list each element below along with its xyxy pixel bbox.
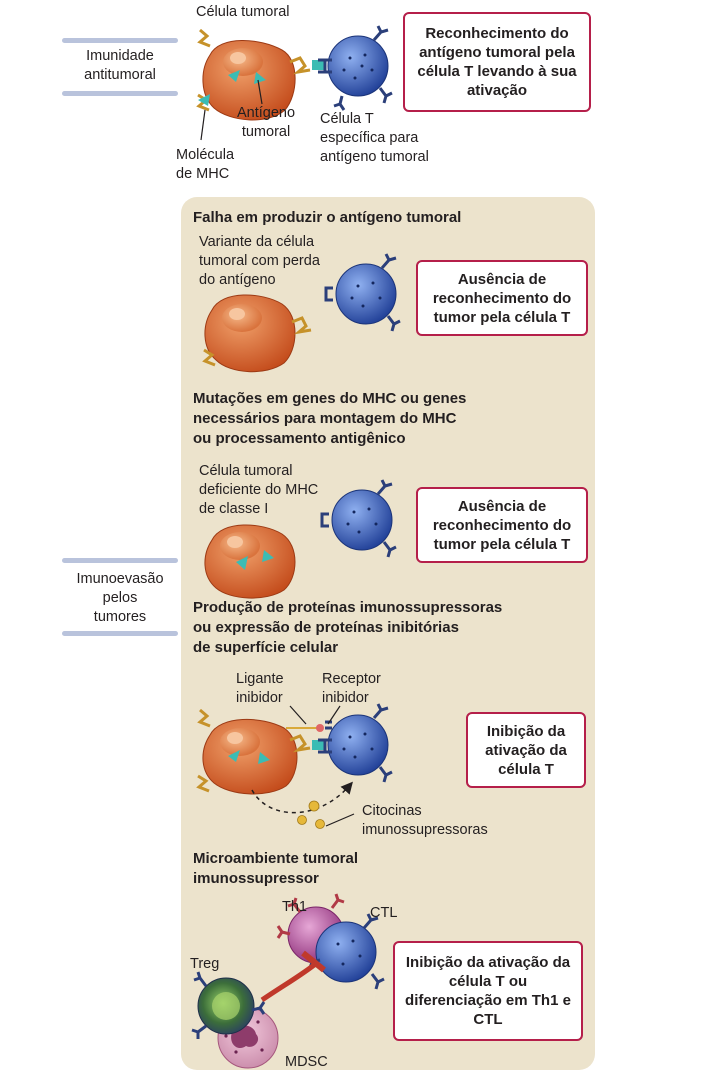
- heading-tumor-microenvironment: Microambiente tumoral imunossupressor: [193, 850, 359, 887]
- t-cell-receptors-s1: [324, 253, 401, 332]
- cytokine-arrow: [251, 781, 353, 814]
- cytokine-pointer: [325, 813, 355, 827]
- label-inhibitory-receptor: Receptor inibidor: [322, 671, 381, 706]
- tab-evasion-label: Imunoevasão pelos tumores: [76, 571, 164, 625]
- tab-tumor-evasion: Imunoevasão pelos tumores: [62, 558, 178, 636]
- heading-mhc-mutations: Mutações em genes do MHC ou genes necess…: [193, 390, 467, 447]
- label-tumor-antigen: Antígeno tumoral: [237, 105, 296, 140]
- mhc-pointer: [200, 109, 206, 141]
- antigen-presented-s3: [312, 740, 324, 750]
- t-cell-top: [327, 35, 389, 97]
- t-cell-s1: [335, 263, 397, 325]
- ligand-pointer: [289, 705, 307, 725]
- outcome-no-recognition-2: Ausência de reconhecimento do tumor pela…: [416, 487, 588, 563]
- mhc-molecules-top: [196, 28, 311, 112]
- tumor-cell-s3: [202, 719, 298, 795]
- treg-receptors: [191, 971, 266, 1039]
- label-inhibitory-ligand: Ligante inibidor: [236, 671, 284, 706]
- t-cell-receptors-s2: [320, 479, 397, 558]
- tab-antitumor-label: Imunidade antitumoral: [84, 48, 156, 83]
- label-mhc-deficient-cell: Célula tumoral deficiente do MHC de clas…: [199, 463, 319, 517]
- antigen-presented: [312, 60, 324, 70]
- mhc-molecules-s1: [202, 316, 312, 367]
- tumor-cell-variant: [204, 294, 296, 373]
- label-mdsc: MDSC: [285, 1054, 328, 1070]
- tumor-cell-mhc-deficient: [204, 524, 296, 599]
- label-tumor-cell: Célula tumoral: [196, 4, 290, 20]
- outcome-no-recognition-1: Ausência de reconhecimento do tumor pela…: [416, 260, 588, 336]
- treg-cell: [197, 977, 255, 1035]
- label-immunosuppressive-cytokines: Citocinas imunossupressoras: [362, 803, 488, 838]
- mhc-molecules-s3: [196, 708, 311, 793]
- tab-antitumor-immunity: Imunidade antitumoral: [62, 38, 178, 96]
- label-specific-t-cell: Célula T específica para antígeno tumora…: [320, 111, 429, 165]
- tumor-cell-top: [202, 40, 296, 121]
- t-cell-receptors-top: [318, 25, 393, 111]
- inhibition-bar: [301, 950, 326, 973]
- label-antigen-loss-variant: Variante da célula tumoral com perda do …: [199, 234, 320, 288]
- antigen-pointer: [257, 79, 263, 105]
- t-cell-receptors-s3: [318, 703, 393, 783]
- outcome-t-cell-inhibition: Inibição da ativação da célula T: [466, 712, 586, 788]
- t-cell-s2: [331, 489, 393, 551]
- heading-antigen-loss: Falha em produzir o antígeno tumoral: [193, 209, 462, 226]
- inhibition-line: [260, 960, 320, 1003]
- heading-immunosuppressive-proteins: Produção de proteínas imunossupressoras …: [193, 599, 503, 656]
- outcome-recognition-activation: Reconhecimento do antígeno tumoral pela …: [403, 12, 591, 112]
- ctl-cell: [315, 921, 377, 983]
- outcome-inhibition-differentiation: Inibição da ativação da célula T ou dife…: [393, 941, 583, 1041]
- label-th1: Th1: [282, 899, 307, 915]
- receptor-pointer: [327, 705, 341, 725]
- label-ctl: CTL: [370, 905, 398, 921]
- t-cell-s3: [327, 714, 389, 776]
- label-mhc-molecule: Molécula de MHC: [176, 147, 235, 182]
- cytokines: [297, 800, 325, 829]
- antigen-on-mhc: [198, 94, 210, 106]
- label-treg: Treg: [190, 956, 220, 972]
- th1-receptors: [276, 893, 345, 939]
- inhibitory-ligand-tip: [316, 724, 324, 732]
